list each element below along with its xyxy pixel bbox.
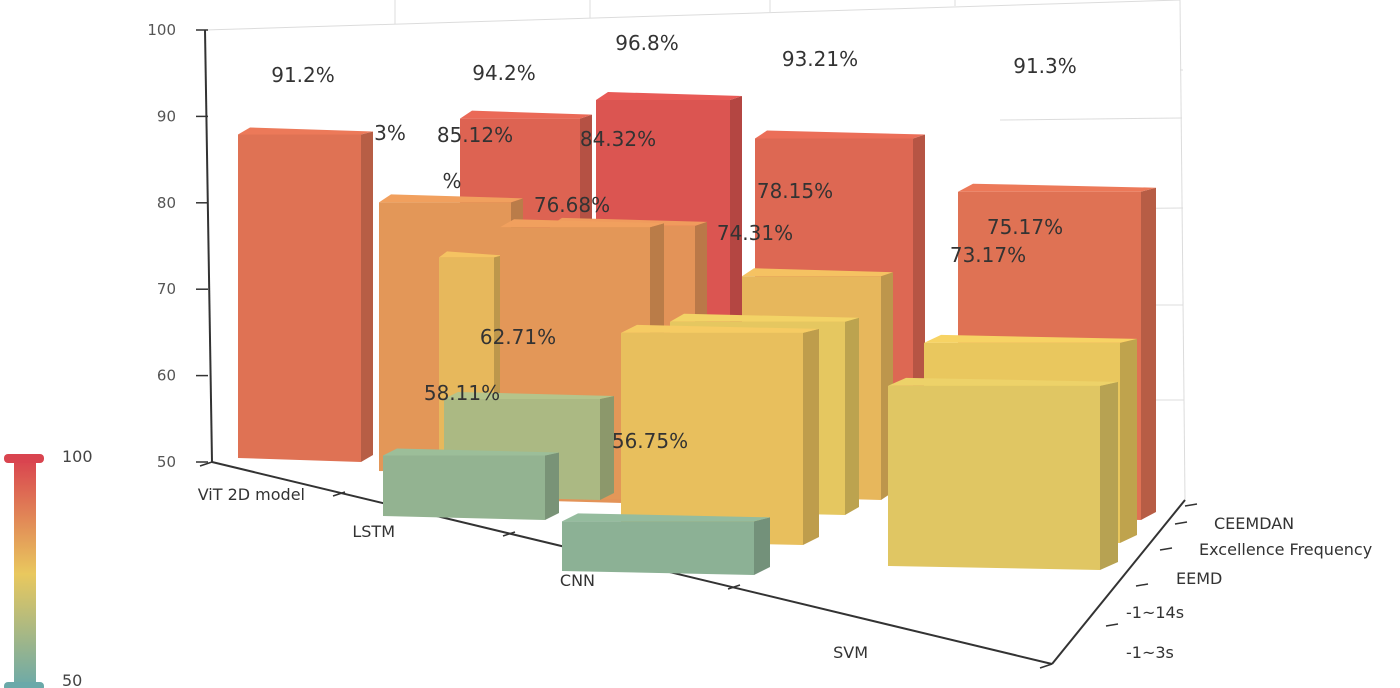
bar-5-0[interactable] xyxy=(383,448,559,520)
bar-top xyxy=(742,268,893,277)
depth-tick xyxy=(1159,547,1173,551)
x-tick xyxy=(332,491,346,497)
depth-tick xyxy=(1174,521,1188,525)
depth-category-label: CEEMDAN xyxy=(1214,514,1294,533)
x-axis-categories: ViT 2D model LSTM CNN SVM xyxy=(198,461,1053,669)
bar-side xyxy=(845,317,859,515)
x-tick xyxy=(199,461,213,467)
bar-label: 76.68% xyxy=(534,193,610,217)
bar-5-1[interactable] xyxy=(562,513,770,575)
bar-4-1[interactable] xyxy=(621,324,819,545)
bar-label: 85.12% xyxy=(437,123,513,147)
x-tick xyxy=(502,531,516,537)
bar-side xyxy=(1100,381,1118,570)
visual-map-max-label: 100 xyxy=(62,447,93,466)
visual-map-handle-top[interactable] xyxy=(4,454,44,463)
bars xyxy=(238,91,1156,575)
bar-label: 58.11% xyxy=(424,381,500,405)
bar-top xyxy=(670,313,859,322)
bar-label: 3% xyxy=(374,121,406,145)
visual-map-bar xyxy=(14,460,36,688)
bar-side xyxy=(754,517,770,575)
bar-labels: 91.2% 96.8% 93.21% 91.3% 94.2% 3% 85.12% 78.15%… xyxy=(271,31,1077,453)
bar-side xyxy=(1141,187,1156,521)
depth-tick xyxy=(1184,503,1198,507)
bar-top xyxy=(439,251,502,258)
bar-side xyxy=(803,328,819,545)
bar-front xyxy=(238,134,361,462)
depth-tick xyxy=(1105,623,1119,627)
bar-label: 91.2% xyxy=(271,63,335,87)
bar-0-0[interactable] xyxy=(238,127,373,462)
depth-category-label: Excellence Frequency xyxy=(1199,540,1372,559)
bar-label: 78.15% xyxy=(757,179,833,203)
depth-category-label: -1~14s xyxy=(1126,603,1184,622)
x-category-label: SVM xyxy=(833,643,868,662)
z-tick-label: 80 xyxy=(157,194,176,212)
bar-top xyxy=(379,194,523,203)
bar-top xyxy=(460,110,592,119)
z-tick-label: 60 xyxy=(157,367,176,385)
z-tick-label: 70 xyxy=(157,280,176,298)
bar-label: 91.3% xyxy=(1013,54,1077,78)
bar-side xyxy=(361,131,373,462)
bar-top xyxy=(924,334,1137,343)
bar-front xyxy=(383,455,545,520)
z-tick-label: 50 xyxy=(157,453,176,471)
bar-top xyxy=(562,513,770,522)
bar-label: % xyxy=(442,169,461,193)
bar-label: 73.17% xyxy=(950,243,1026,267)
depth-category-label: -1~3s xyxy=(1126,643,1174,662)
bar-label: 56.75% xyxy=(612,429,688,453)
bar-top xyxy=(755,130,925,139)
bar-side xyxy=(600,395,614,500)
visual-map-handle-bottom[interactable] xyxy=(4,682,44,688)
x-category-label: CNN xyxy=(560,571,595,590)
bar-side xyxy=(545,452,559,520)
bar-label: 94.2% xyxy=(472,61,536,85)
bar-label: 74.31% xyxy=(717,221,793,245)
z-tick-label: 100 xyxy=(147,21,176,39)
bar-label: 62.71% xyxy=(480,325,556,349)
bar-label: 84.32% xyxy=(580,127,656,151)
bar-top xyxy=(958,183,1156,192)
bar-top xyxy=(500,219,664,228)
depth-tick xyxy=(1135,583,1149,587)
bar-side xyxy=(1120,338,1137,543)
x-tick xyxy=(1039,663,1053,669)
x-category-label: LSTM xyxy=(352,522,395,541)
bar-top xyxy=(596,91,742,100)
bar-front xyxy=(621,332,803,545)
z-axis: 50 60 70 80 90 100 xyxy=(147,21,208,471)
bar-top xyxy=(383,448,559,456)
depth-axis-categories: -1~3s -1~14s EEMD Excellence Frequency CEEMD… xyxy=(1105,503,1372,662)
bar-label: 75.17% xyxy=(987,215,1063,239)
bar-front xyxy=(562,521,754,575)
depth-category-label: EEMD xyxy=(1176,569,1222,588)
bar-3-3[interactable] xyxy=(888,377,1118,570)
bar-label: 93.21% xyxy=(782,47,858,71)
bar-front xyxy=(888,385,1100,570)
bar-top xyxy=(238,127,373,135)
x-category-label: ViT 2D model xyxy=(198,485,305,504)
bar-top xyxy=(888,377,1118,386)
visual-map[interactable]: 100 50 xyxy=(4,447,93,688)
bar-top xyxy=(621,324,819,333)
x-tick xyxy=(727,584,741,590)
bar-top xyxy=(444,391,614,399)
bar-label: 96.8% xyxy=(615,31,679,55)
visual-map-min-label: 50 xyxy=(62,671,82,688)
z-tick-label: 90 xyxy=(157,107,176,125)
